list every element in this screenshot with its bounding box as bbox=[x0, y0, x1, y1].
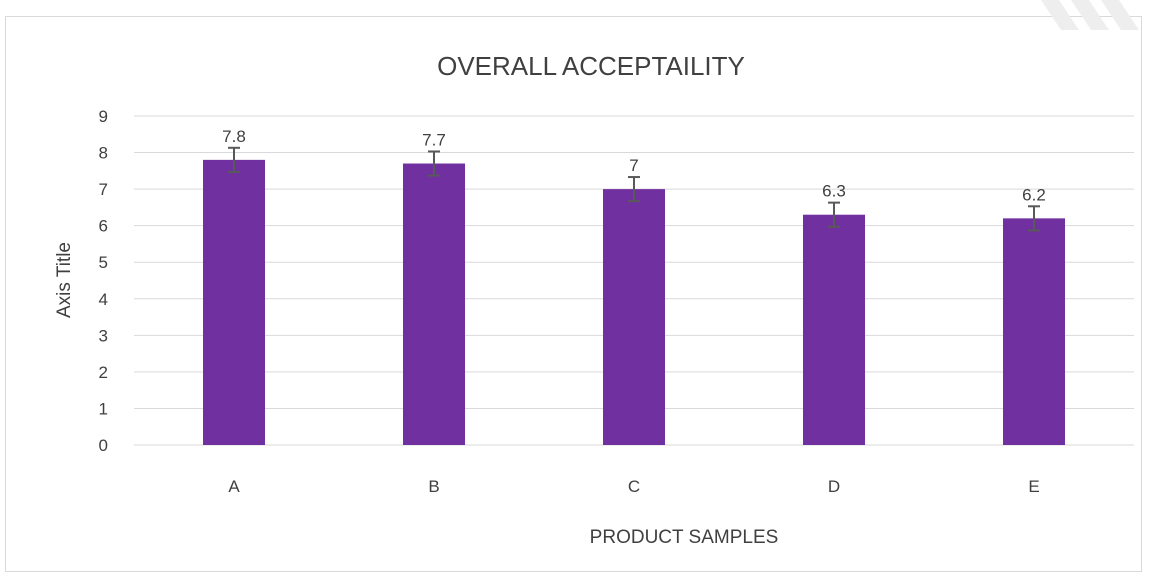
error-bar-A bbox=[228, 146, 240, 173]
data-label-D: 6.3 bbox=[822, 182, 846, 201]
error-bars bbox=[228, 146, 1040, 232]
y-tick-label: 0 bbox=[99, 436, 108, 455]
chart-title: OVERALL ACCEPTAILITY bbox=[437, 51, 745, 81]
y-tick-labels: 0 1 2 3 4 5 6 7 8 9 bbox=[99, 107, 108, 455]
y-tick-label: 8 bbox=[99, 144, 108, 163]
y-tick-label: 2 bbox=[99, 363, 108, 382]
y-tick-label: 6 bbox=[99, 217, 108, 236]
error-bar-C bbox=[628, 176, 640, 203]
data-label-B: 7.7 bbox=[422, 130, 446, 149]
y-tick-label: 1 bbox=[99, 399, 108, 418]
x-axis-title: PRODUCT SAMPLES bbox=[590, 527, 779, 548]
bar-D bbox=[803, 214, 865, 445]
chart-frame bbox=[5, 16, 1142, 572]
data-labels: 7.8 7.7 7 6.3 6.2 bbox=[222, 127, 1046, 204]
error-bar-B bbox=[428, 150, 440, 177]
error-bar-D bbox=[828, 201, 840, 228]
y-tick-label: 4 bbox=[99, 290, 108, 309]
data-label-E: 6.2 bbox=[1022, 185, 1046, 204]
x-tick-label-D: D bbox=[828, 477, 840, 496]
x-tick-labels: A B C D E bbox=[228, 477, 1039, 496]
y-axis-title: Axis Title bbox=[54, 242, 75, 318]
x-tick-label-B: B bbox=[428, 477, 439, 496]
x-tick-label-A: A bbox=[228, 477, 240, 496]
bar-A bbox=[203, 159, 265, 445]
bar-E bbox=[1003, 218, 1065, 445]
gridlines bbox=[134, 115, 1134, 446]
bars bbox=[203, 159, 1065, 445]
data-label-A: 7.8 bbox=[222, 127, 246, 146]
bar-B bbox=[403, 163, 465, 445]
data-label-C: 7 bbox=[629, 156, 638, 175]
error-bar-E bbox=[1028, 205, 1040, 232]
y-tick-label: 5 bbox=[99, 253, 108, 272]
x-tick-label-E: E bbox=[1028, 477, 1039, 496]
y-tick-label: 9 bbox=[99, 107, 108, 126]
y-tick-label: 7 bbox=[99, 180, 108, 199]
x-tick-label-C: C bbox=[628, 477, 640, 496]
y-tick-label: 3 bbox=[99, 326, 108, 345]
bar-C bbox=[603, 189, 665, 445]
